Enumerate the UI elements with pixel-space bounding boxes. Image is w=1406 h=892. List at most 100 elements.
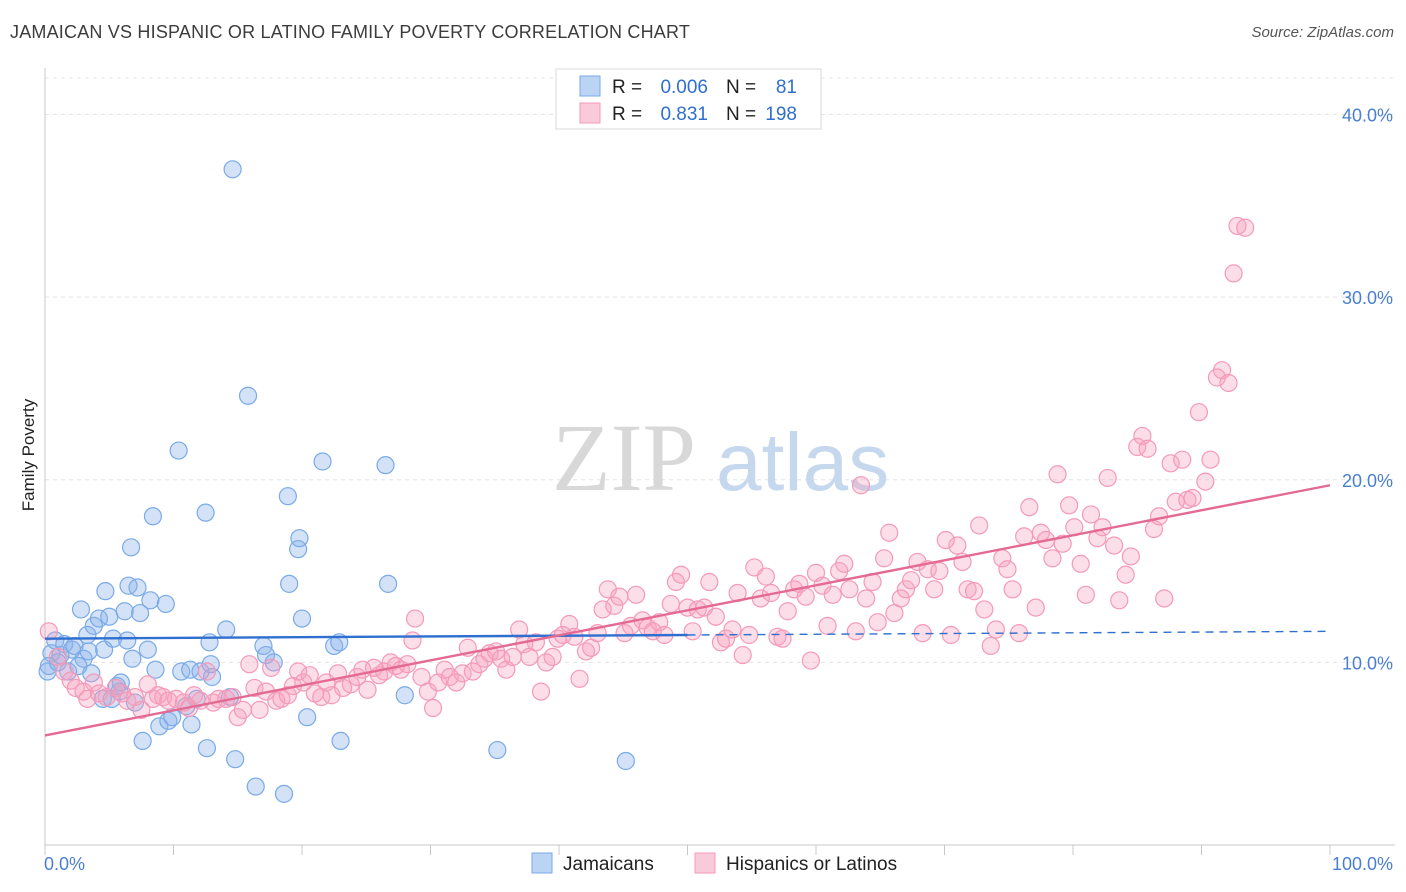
legend-n-value-2: 198 — [765, 104, 797, 125]
hispanic-point-109 — [671, 565, 691, 584]
hispanic-point-107 — [661, 594, 680, 614]
jamaican-point-29 — [133, 731, 152, 751]
hispanic-point-14 — [132, 700, 151, 719]
hispanic-point-33 — [245, 678, 264, 698]
bottom-legend-swatch-hispanics — [694, 852, 716, 874]
hispanic-point-43 — [300, 666, 319, 685]
hispanic-point-31 — [233, 700, 252, 719]
jamaican-point-51 — [246, 777, 265, 796]
hispanic-point-41 — [289, 662, 308, 681]
jamaican-point-50 — [238, 386, 258, 405]
hispanic-point-203 — [1201, 450, 1220, 469]
legend-r-value-2: 0.831 — [660, 104, 708, 125]
tick-labels: 10.0% 20.0% 30.0% 40.0% 0.0% 100.0% — [44, 106, 1393, 874]
jamaican-point-59 — [292, 609, 312, 628]
gridlines — [45, 77, 1395, 663]
hispanic-point-111 — [683, 622, 702, 641]
hispanic-point-128 — [778, 602, 797, 621]
hispanic-point-157 — [941, 625, 961, 645]
jamaican-point-30 — [138, 640, 157, 659]
hispanic-point-115 — [706, 607, 725, 626]
hispanic-point-201 — [1189, 403, 1209, 422]
axes — [44, 68, 1395, 855]
legend-n-label-2: N = — [726, 104, 756, 125]
legend-n-value-1: 81 — [776, 77, 797, 98]
jamaican-point-27 — [128, 578, 147, 597]
hispanics-points — [39, 216, 1255, 727]
jamaican-point-56 — [280, 574, 299, 593]
y-tick-label-10: 10.0% — [1342, 653, 1393, 673]
jamaican-point-69 — [616, 751, 635, 771]
hispanic-point-164 — [981, 636, 1000, 656]
jamaican-point-33 — [146, 660, 165, 679]
watermark: ZIP atlas — [552, 404, 889, 511]
hispanic-point-91 — [570, 669, 589, 688]
hispanic-point-142 — [857, 589, 876, 608]
hispanic-point-167 — [998, 560, 1017, 579]
hispanic-point-163 — [975, 600, 994, 619]
trend-lines — [44, 484, 1331, 737]
jamaican-point-54 — [274, 784, 294, 803]
jamaican-point-49 — [226, 750, 245, 769]
hispanic-point-160 — [958, 580, 977, 599]
hispanic-point-200 — [1183, 488, 1202, 508]
hispanic-point-170 — [1015, 527, 1034, 546]
legend-r-label-2: R = — [612, 104, 642, 125]
jamaican-point-22 — [115, 602, 134, 621]
jamaican-point-28 — [130, 603, 150, 623]
hispanic-point-131 — [796, 587, 815, 606]
jamaican-point-43 — [196, 503, 215, 522]
hispanic-point-177 — [1053, 534, 1072, 553]
hispanic-point-101 — [626, 585, 646, 604]
hispanic-point-202 — [1196, 472, 1215, 491]
hispanic-point-97 — [605, 596, 624, 615]
hispanic-point-34 — [250, 700, 269, 719]
source-label: Source: ZipAtlas.com — [1251, 24, 1394, 41]
hispanic-point-135 — [818, 616, 837, 635]
hispanic-point-206 — [1219, 373, 1238, 393]
hispanic-point-149 — [896, 580, 916, 599]
legend-swatch-jamaicans — [579, 75, 601, 97]
jamaican-point-31 — [141, 591, 160, 610]
hispanic-point-145 — [875, 549, 894, 568]
hispanic-point-162 — [970, 516, 989, 535]
hispanic-point-146 — [880, 523, 899, 542]
hispanic-point-187 — [1110, 591, 1129, 610]
legend-n-label-1: N = — [726, 77, 756, 98]
hispanic-point-6 — [78, 689, 97, 709]
hispanic-point-132 — [801, 651, 820, 670]
hispanic-point-39 — [278, 686, 297, 705]
jamaican-point-41 — [182, 715, 201, 734]
hispanic-point-138 — [835, 554, 854, 573]
jamaican-point-55 — [278, 487, 297, 506]
jamaican-point-60 — [298, 708, 317, 727]
hispanic-point-72 — [463, 662, 483, 681]
hispanic-point-61 — [403, 631, 422, 650]
hispanic-point-181 — [1076, 585, 1095, 604]
hispanic-point-196 — [1161, 454, 1180, 473]
jamaican-point-42 — [191, 662, 210, 681]
hispanic-point-99 — [615, 624, 634, 643]
jamaicans-trend-extension — [687, 630, 1331, 636]
watermark-atlas: atlas — [716, 417, 889, 508]
hispanic-point-186 — [1105, 536, 1124, 555]
jamaican-point-68 — [488, 740, 507, 760]
jamaican-point-26 — [123, 649, 142, 668]
hispanic-point-86 — [543, 647, 562, 667]
hispanic-point-84 — [531, 682, 551, 701]
jamaican-point-58 — [290, 529, 309, 548]
hispanic-point-141 — [851, 476, 871, 495]
jamaican-point-16 — [96, 582, 115, 601]
legend-r-value-1: 0.006 — [660, 77, 708, 98]
jamaican-point-64 — [331, 731, 350, 751]
hispanic-point-127 — [773, 629, 792, 648]
bottom-legend-swatch-jamaicans — [531, 852, 553, 874]
hispanic-point-62 — [405, 609, 425, 628]
hispanic-point-178 — [1060, 496, 1079, 515]
x-tick-label-0: 0.0% — [44, 854, 85, 874]
hispanic-point-144 — [868, 613, 887, 632]
hispanic-point-140 — [846, 622, 865, 641]
y-tick-label-40: 40.0% — [1342, 106, 1393, 126]
hispanic-point-154 — [925, 580, 944, 599]
